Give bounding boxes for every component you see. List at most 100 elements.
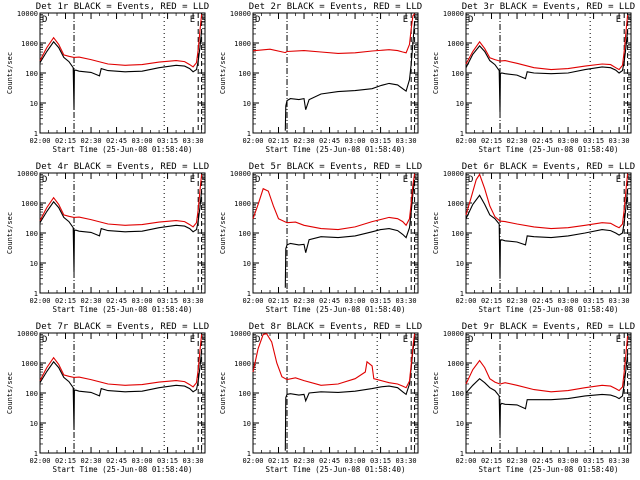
x-tick-label: 03:15 (157, 297, 178, 305)
x-tick-label: 03:30 (183, 297, 204, 305)
panel-det-3: Det 3r BLACK = Events, RED = LLD 1 10 100 10… (432, 2, 635, 154)
y-tick-label: 1 (34, 450, 38, 458)
plot-frame (39, 332, 206, 454)
x-tick-label: 03:30 (183, 457, 204, 465)
panel-title: Det 1r BLACK = Events, RED = LLD (36, 2, 209, 12)
corner-label-right: S (201, 335, 206, 345)
corner-label-left: D (468, 15, 473, 25)
x-tick-label: 03:00 (345, 457, 366, 465)
y-tick-label: 10 (30, 260, 38, 268)
x-tick-label: 02:15 (481, 137, 502, 145)
series-events-line (39, 351, 203, 430)
x-tick-label: 02:15 (481, 297, 502, 305)
y-tick-label: 10 (243, 260, 251, 268)
x-tick-label: 02:15 (481, 457, 502, 465)
x-tick-label: 03:30 (609, 137, 630, 145)
y-tick-label: 1000 (447, 40, 464, 48)
y-tick-label: 100 (25, 390, 38, 398)
panel-det-4: Det 4r BLACK = Events, RED = LLD 1 10 100 10… (6, 162, 209, 314)
y-tick-label: 100 (451, 70, 464, 78)
x-tick-label: 02:00 (455, 297, 476, 305)
x-tick-label: 02:00 (455, 137, 476, 145)
plot-frame (465, 332, 632, 454)
y-tick-label: 1000 (234, 40, 251, 48)
y-axis-label: Counts/sec (432, 372, 440, 414)
panel-title: Det 5r BLACK = Events, RED = LLD (249, 162, 422, 172)
corner-label-left: D (42, 15, 47, 25)
corner-label-mid: E (190, 175, 195, 185)
x-tick-label: 02:45 (532, 137, 553, 145)
x-tick-label: 02:00 (242, 297, 263, 305)
x-tick-label: 03:15 (157, 137, 178, 145)
corner-label-right: S (414, 15, 419, 25)
y-tick-label: 1000 (234, 200, 251, 208)
x-axis-label: Start Time (25-Jun-08 01:58:40) (479, 305, 619, 314)
x-tick-label: 02:00 (29, 137, 50, 145)
x-tick-label: 03:00 (558, 457, 579, 465)
x-tick-label: 03:15 (583, 297, 604, 305)
x-tick-label: 03:15 (370, 137, 391, 145)
x-tick-label: 02:45 (319, 457, 340, 465)
x-tick-label: 02:45 (319, 137, 340, 145)
x-tick-label: 03:30 (396, 297, 417, 305)
series-lld-line (39, 14, 203, 68)
y-axis-label: Counts/sec (432, 212, 440, 254)
x-axis-label: Start Time (25-Jun-08 01:58:40) (53, 145, 193, 154)
series-events-line (465, 188, 629, 279)
panel-title: Det 2r BLACK = Events, RED = LLD (249, 2, 422, 12)
y-tick-label: 1 (34, 130, 38, 138)
x-tick-label: 03:00 (345, 137, 366, 145)
y-tick-label: 1 (247, 130, 251, 138)
series-lld-line (39, 174, 203, 228)
y-axis-label: Counts/sec (432, 52, 440, 94)
x-tick-label: 02:45 (106, 457, 127, 465)
x-tick-label: 02:00 (242, 457, 263, 465)
corner-label-mid: E (616, 335, 621, 345)
x-tick-label: 02:30 (506, 297, 527, 305)
corner-label-right: S (414, 335, 419, 345)
y-tick-label: 1000 (447, 360, 464, 368)
corner-label-left: D (255, 15, 260, 25)
y-tick-label: 10 (30, 100, 38, 108)
y-tick-label: 100 (238, 230, 251, 238)
x-tick-label: 02:15 (55, 297, 76, 305)
x-tick-label: 02:30 (293, 297, 314, 305)
series-lld-line (252, 173, 416, 231)
series-events-line (39, 191, 203, 273)
x-axis-label: Start Time (25-Jun-08 01:58:40) (479, 465, 619, 474)
y-axis-label: Counts/sec (6, 52, 14, 94)
x-tick-label: 02:15 (268, 137, 289, 145)
x-tick-label: 03:30 (609, 457, 630, 465)
x-tick-label: 02:15 (55, 457, 76, 465)
y-tick-label: 10 (456, 100, 464, 108)
y-tick-label: 10000 (443, 330, 464, 338)
x-axis-label: Start Time (25-Jun-08 01:58:40) (53, 465, 193, 474)
panel-det-1: Det 1r BLACK = Events, RED = LLD 1 10 100 10… (6, 2, 209, 154)
y-tick-label: 1000 (234, 360, 251, 368)
x-tick-label: 02:30 (80, 137, 101, 145)
x-tick-label: 03:00 (132, 297, 153, 305)
x-tick-label: 02:30 (506, 457, 527, 465)
y-tick-label: 1 (460, 290, 464, 298)
plot-frame (465, 12, 632, 134)
x-tick-label: 03:00 (345, 297, 366, 305)
series-events-line (465, 353, 629, 435)
y-tick-label: 10 (456, 420, 464, 428)
y-tick-label: 1000 (21, 40, 38, 48)
x-tick-label: 02:30 (80, 457, 101, 465)
panel-det-6: Det 6r BLACK = Events, RED = LLD 1 10 100 10… (432, 162, 635, 314)
plot-frame (252, 172, 419, 294)
corner-label-mid: E (403, 335, 408, 345)
y-tick-label: 10000 (17, 330, 38, 338)
y-tick-label: 100 (451, 390, 464, 398)
y-axis-label: Counts/sec (219, 372, 227, 414)
y-tick-label: 1000 (21, 200, 38, 208)
x-tick-label: 03:30 (609, 297, 630, 305)
x-tick-label: 03:15 (157, 457, 178, 465)
x-tick-label: 03:30 (396, 137, 417, 145)
y-axis-label: Counts/sec (6, 372, 14, 414)
y-tick-label: 1 (247, 290, 251, 298)
x-tick-label: 02:15 (55, 137, 76, 145)
x-tick-label: 03:30 (396, 457, 417, 465)
plot-frame (39, 172, 206, 294)
